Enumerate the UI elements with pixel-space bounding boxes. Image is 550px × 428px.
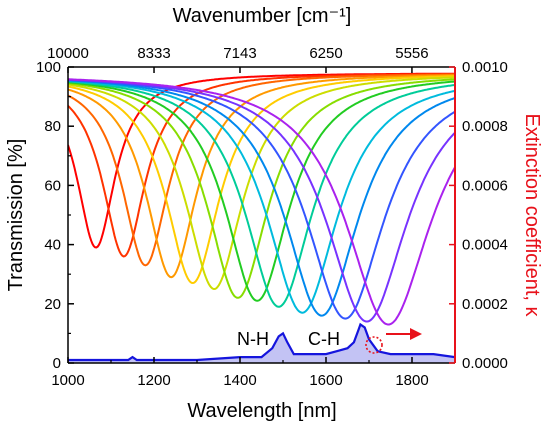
- bottom-tick-label: 1800: [395, 372, 428, 389]
- transmission-curve-14: [68, 78, 455, 326]
- top-tick-label: 7143: [223, 45, 256, 62]
- right-tick-label: 0.0000: [462, 355, 508, 372]
- transmission-curve-11: [68, 79, 455, 317]
- transmission-curve-10: [68, 79, 455, 314]
- arrow-head: [410, 328, 422, 340]
- right-tick-label: 0.0004: [462, 237, 508, 254]
- transmission-curve-5: [68, 75, 455, 285]
- transmission-curve-9: [68, 80, 455, 308]
- right-tick-label: 0.0006: [462, 177, 508, 194]
- transmission-curve-7: [68, 78, 455, 299]
- extinction-fill: [68, 324, 455, 363]
- left-axis-ticks: 0 20 40 60 80 100: [36, 59, 74, 372]
- top-tick-label: 10000: [47, 45, 89, 62]
- extinction-line: [68, 322, 455, 362]
- left-tick-label: 60: [44, 177, 61, 194]
- left-tick-label: 20: [44, 296, 61, 313]
- extinction-area: [68, 324, 455, 363]
- left-tick-label: 100: [36, 59, 61, 76]
- transmission-curves: [68, 72, 455, 326]
- bottom-axis-title: Wavelength [nm]: [187, 400, 336, 422]
- left-tick-label: 40: [44, 237, 61, 254]
- transmission-curve-3: [68, 73, 455, 267]
- bottom-axis-ticks: 1000 1200 1400 1600 1800: [51, 357, 429, 389]
- transmission-curve-8: [68, 80, 455, 302]
- annotation-nh: N-H: [237, 329, 269, 349]
- top-axis-title: Wavenumber [cm⁻¹]: [173, 5, 352, 27]
- bottom-tick-label: 1200: [137, 372, 170, 389]
- bottom-tick-label: 1600: [309, 372, 342, 389]
- top-tick-label: 5556: [395, 45, 428, 62]
- right-tick-label: 0.0002: [462, 296, 508, 313]
- transmission-curve-6: [68, 76, 455, 291]
- right-tick-label: 0.0010: [462, 59, 508, 76]
- left-axis-title: Transmission [%]: [5, 139, 27, 292]
- bottom-tick-label: 1400: [223, 372, 256, 389]
- highlight-circle: [365, 336, 383, 354]
- bottom-tick-label: 1000: [51, 372, 84, 389]
- top-tick-label: 8333: [137, 45, 170, 62]
- left-tick-label: 80: [44, 118, 61, 135]
- right-tick-label: 0.0008: [462, 118, 508, 135]
- top-axis-ticks: 10000 8333 7143 6250 5556: [47, 45, 429, 73]
- extinction-line-group: [68, 322, 455, 362]
- left-tick-label: 0: [53, 355, 61, 372]
- annotation-ch: C-H: [308, 329, 340, 349]
- right-axis-title: Extinction coefficient, κ: [521, 113, 543, 317]
- top-tick-label: 6250: [309, 45, 342, 62]
- right-axis-ticks: 0.0000 0.0002 0.0004 0.0006 0.0008 0.0010: [449, 59, 508, 372]
- transmission-curve-4: [68, 74, 455, 279]
